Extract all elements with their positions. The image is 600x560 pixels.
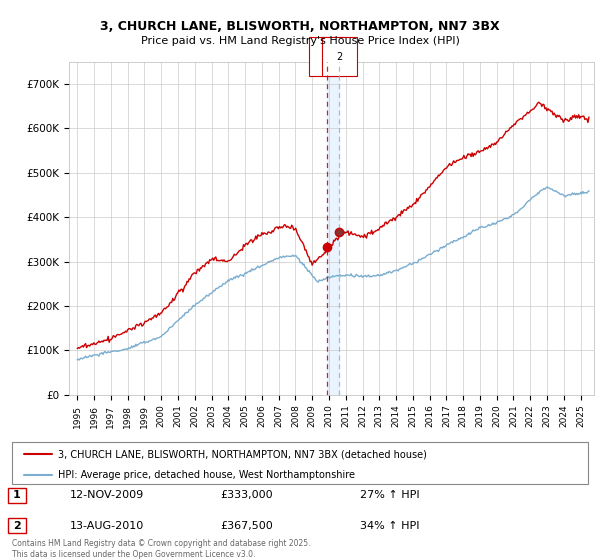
FancyBboxPatch shape [12, 442, 588, 484]
Bar [8, 519, 26, 533]
Text: £367,500: £367,500 [220, 521, 273, 531]
Text: 12-NOV-2009: 12-NOV-2009 [70, 491, 144, 501]
Text: Contains HM Land Registry data © Crown copyright and database right 2025.
This d: Contains HM Land Registry data © Crown c… [12, 539, 311, 559]
Text: 1: 1 [13, 491, 21, 501]
Text: 2: 2 [336, 52, 343, 62]
Bar [8, 488, 26, 503]
Text: 13-AUG-2010: 13-AUG-2010 [70, 521, 144, 531]
Text: 27% ↑ HPI: 27% ↑ HPI [360, 491, 419, 501]
Text: 2: 2 [13, 521, 21, 531]
Text: 3, CHURCH LANE, BLISWORTH, NORTHAMPTON, NN7 3BX (detached house): 3, CHURCH LANE, BLISWORTH, NORTHAMPTON, … [58, 449, 427, 459]
Text: £333,000: £333,000 [220, 491, 272, 501]
Text: 1: 1 [324, 52, 330, 62]
Text: HPI: Average price, detached house, West Northamptonshire: HPI: Average price, detached house, West… [58, 470, 355, 480]
Text: 3, CHURCH LANE, BLISWORTH, NORTHAMPTON, NN7 3BX: 3, CHURCH LANE, BLISWORTH, NORTHAMPTON, … [100, 20, 500, 32]
Text: Price paid vs. HM Land Registry's House Price Index (HPI): Price paid vs. HM Land Registry's House … [140, 36, 460, 46]
Bar [327, 62, 340, 395]
Text: 34% ↑ HPI: 34% ↑ HPI [360, 521, 419, 531]
